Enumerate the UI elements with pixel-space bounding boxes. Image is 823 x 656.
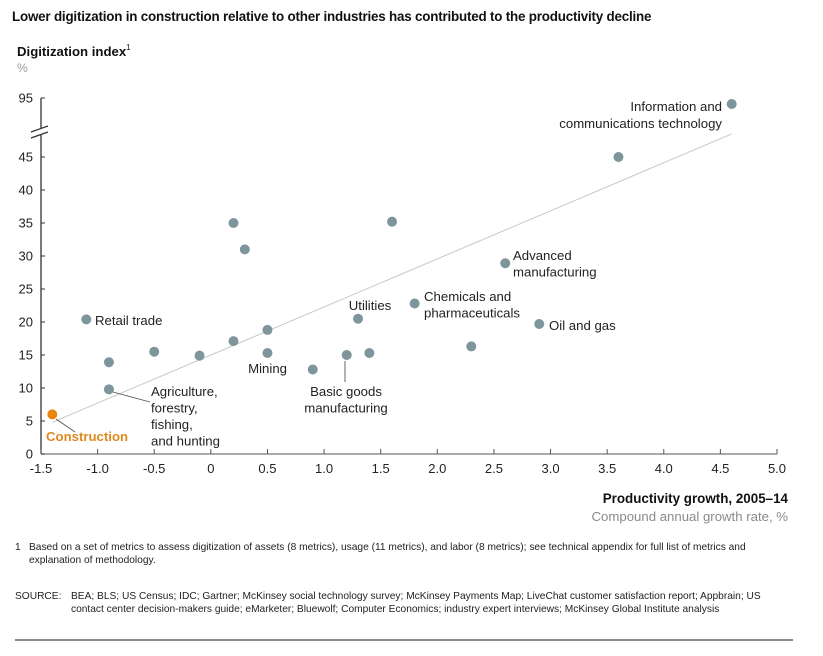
data-point <box>262 348 273 359</box>
data-point <box>228 336 239 347</box>
x-tick-label: 0 <box>207 461 214 476</box>
data-point-construction <box>47 409 58 420</box>
y-tick-label: 95 <box>19 91 33 106</box>
x-tick-label: 3.5 <box>598 461 616 476</box>
x-tick-label: -1.5 <box>30 461 52 476</box>
point-label: Basic goods <box>310 384 382 399</box>
point-label: manufacturing <box>304 401 388 416</box>
x-tick-label: 4.5 <box>711 461 729 476</box>
leader-line <box>55 418 76 433</box>
x-tick-label: 1.0 <box>315 461 333 476</box>
point-label: Chemicals and <box>424 289 511 304</box>
point-label: manufacturing <box>513 265 597 280</box>
data-point <box>534 318 545 329</box>
data-point <box>364 348 375 359</box>
footnote-number: 1 <box>15 542 21 553</box>
data-point <box>387 216 398 227</box>
y-tick-label: 40 <box>19 183 33 198</box>
data-point <box>341 350 352 360</box>
scatter-chart: 0 5 10 15 20 25 30 35 40 45 95 -1.5 -1.0 -0.5 0 0.5 1.0 1… <box>19 91 787 477</box>
point-label: Mining <box>248 361 287 376</box>
bottom-rule <box>15 639 793 641</box>
y-axis-unit: % <box>17 61 28 75</box>
data-point <box>613 152 624 162</box>
chart-title: Lower digitization in construction relat… <box>12 9 652 24</box>
trend-line <box>52 133 732 423</box>
footnote-text: Based on a set of metrics to assess digi… <box>29 542 746 566</box>
x-tick-label: 0.5 <box>258 461 276 476</box>
point-label: Utilities <box>349 298 392 313</box>
y-axis-title-text: Digitization index <box>17 44 127 59</box>
footnote: 1 Based on a set of metrics to assess di… <box>15 541 795 567</box>
source-note: SOURCE: BEA; BLS; US Census; IDC; Gartne… <box>15 590 795 616</box>
x-axis-title: Productivity growth, 2005–14 <box>602 491 788 506</box>
x-axis-unit: Compound annual growth rate, % <box>591 509 788 524</box>
data-point <box>409 298 420 309</box>
axis-break-mark <box>30 131 49 139</box>
y-tick-label: 15 <box>19 348 33 363</box>
y-tick-label: 35 <box>19 216 33 231</box>
data-point <box>194 350 205 361</box>
x-tick-label: 1.5 <box>372 461 390 476</box>
y-tick-label: 0 <box>26 447 33 462</box>
x-tick-label: 4.0 <box>655 461 673 476</box>
point-label: Retail trade <box>95 313 162 328</box>
x-tick-label: 2.5 <box>485 461 503 476</box>
y-tick-label: 30 <box>19 249 33 264</box>
data-point <box>103 357 114 368</box>
x-tick-label: 5.0 <box>768 461 786 476</box>
y-axis-title: Digitization index1 <box>17 43 131 59</box>
data-point <box>149 346 160 357</box>
point-label: Construction <box>46 429 128 444</box>
data-point <box>307 364 318 375</box>
footnote-marker: 1 <box>126 43 131 52</box>
data-point <box>262 324 273 335</box>
point-label: Advanced <box>513 248 572 263</box>
point-label: Information and <box>630 99 722 114</box>
data-point <box>353 313 364 324</box>
y-tick-label: 10 <box>19 381 33 396</box>
data-point <box>228 218 239 228</box>
point-label: Agriculture, <box>151 384 218 399</box>
data-point <box>239 244 250 255</box>
leader-line <box>112 391 151 403</box>
point-label: pharmaceuticals <box>424 306 520 321</box>
y-tick-label: 20 <box>19 315 33 330</box>
point-label: and hunting <box>151 434 220 449</box>
x-tick-label: 3.0 <box>541 461 559 476</box>
x-tick-label: 2.0 <box>428 461 446 476</box>
data-point <box>500 258 511 269</box>
data-point <box>81 314 92 325</box>
y-tick-label: 45 <box>19 150 33 165</box>
data-point <box>103 384 114 395</box>
x-tick-label: -0.5 <box>143 461 165 476</box>
x-tick-label: -1.0 <box>86 461 108 476</box>
y-tick-label: 5 <box>26 414 33 429</box>
source-label: SOURCE: <box>15 591 62 602</box>
data-point <box>466 341 477 352</box>
point-label: forestry, <box>151 401 198 416</box>
point-label: fishing, <box>151 417 193 432</box>
axis-break-mark <box>30 125 49 133</box>
y-tick-label: 25 <box>19 282 33 297</box>
data-point <box>726 99 737 109</box>
point-label: Oil and gas <box>549 318 616 333</box>
point-label: communications technology <box>559 116 722 131</box>
source-text: BEA; BLS; US Census; IDC; Gartner; McKin… <box>71 591 761 615</box>
